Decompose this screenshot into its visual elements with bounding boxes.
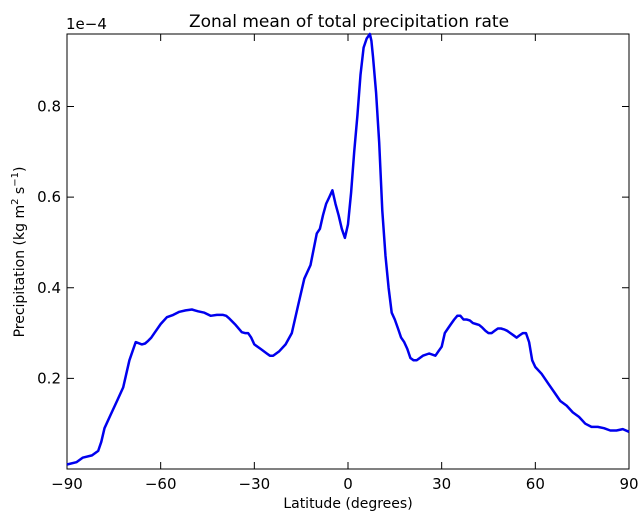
y-axis-label-sup2: −1 [10,172,21,187]
plot-area [66,33,630,470]
axis-ticks [66,34,630,469]
y-axis-label-end: ) [12,167,28,172]
plot-border [66,33,630,470]
y-tick-label: 0.2 [37,369,61,387]
x-tick-label: 30 [432,475,451,493]
y-tick-label: 0.8 [37,98,61,116]
axis-tick-labels: −90 −60 −30 0 30 60 90 0.2 0.4 0.6 0.8 [37,98,638,494]
y-axis-label-mid: s [12,187,28,199]
precipitation-series-line [66,32,630,466]
y-tick-label: 0.6 [37,188,61,206]
y-tick-label: 0.4 [37,279,61,297]
x-tick-label: −60 [145,475,177,493]
x-axis-label: Latitude (degrees) [283,496,412,512]
x-tick-label: 60 [526,475,545,493]
x-tick-label: 90 [619,475,638,493]
y-axis-label-sup1: 2 [10,199,21,205]
chart-title: Zonal mean of total precipitation rate [189,12,509,32]
y-scale-multiplier: 1e−4 [66,15,107,33]
x-tick-label: −90 [51,475,83,493]
y-axis-label: Precipitation (kg m2 s−1) [10,167,28,338]
y-axis-label-main: Precipitation (kg m [12,205,28,338]
x-tick-label: 0 [343,475,353,493]
x-tick-label: −30 [239,475,271,493]
